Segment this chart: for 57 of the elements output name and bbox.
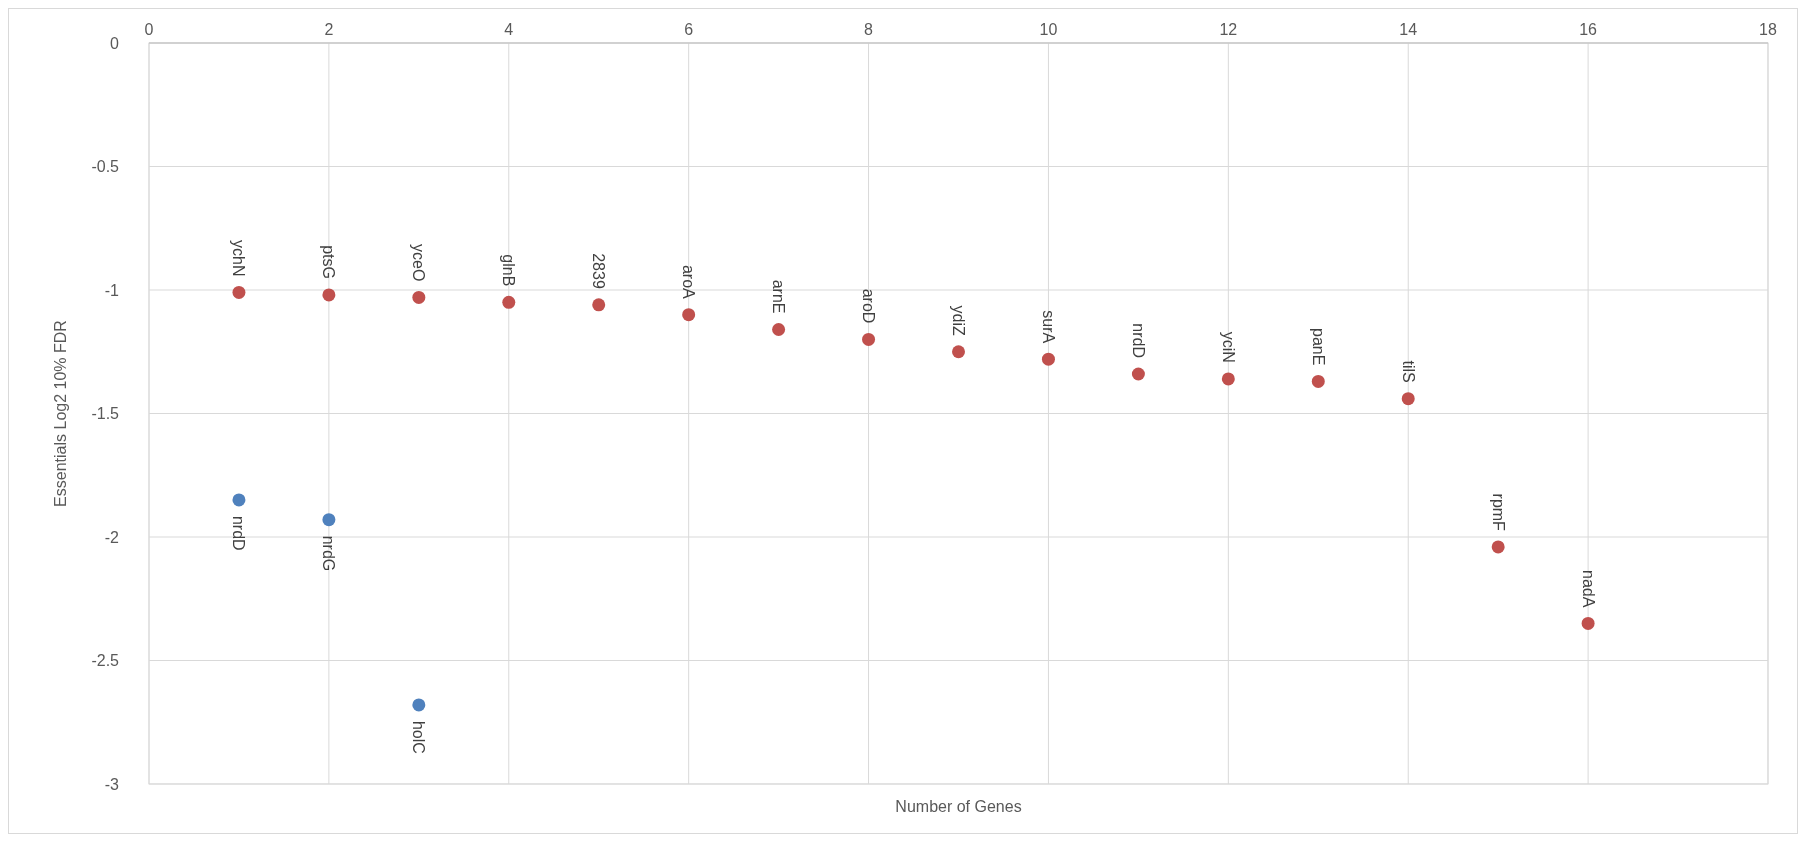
annotation: ychN <box>230 240 248 277</box>
annotation: 2839 <box>590 253 608 289</box>
x-tick-label: 14 <box>1399 21 1418 38</box>
x-tick-label: 10 <box>1039 21 1058 38</box>
point <box>862 332 876 346</box>
x-axis-title: Number of Genes <box>895 798 1022 815</box>
x-tick-label: 18 <box>1759 21 1777 38</box>
annotation: ydiZ <box>949 305 967 336</box>
annotation: aroD <box>859 288 877 324</box>
point <box>232 493 246 507</box>
x-tick-label: 16 <box>1579 21 1598 38</box>
x-tick-label: 2 <box>324 21 334 38</box>
x-tick-label: 12 <box>1219 21 1238 38</box>
point <box>1581 616 1595 630</box>
annotation: holC <box>410 720 428 754</box>
y-tick-label: -3 <box>104 775 120 793</box>
point <box>1311 374 1325 388</box>
point <box>682 308 696 322</box>
x-tick-label: 6 <box>684 21 694 38</box>
annotation: aroA <box>680 264 698 300</box>
x-tick-label: 4 <box>504 21 514 38</box>
x-tick-label: 8 <box>864 21 874 38</box>
y-tick-label: -1 <box>104 281 120 299</box>
point <box>592 298 606 312</box>
point <box>322 513 336 527</box>
point <box>1221 372 1235 386</box>
annotation: rpmF <box>1489 493 1507 532</box>
point <box>1491 540 1505 554</box>
x-tick-label: 0 <box>144 21 154 38</box>
annotation: panE <box>1309 328 1327 366</box>
point <box>412 290 426 304</box>
y-tick-label: 0 <box>110 34 120 52</box>
y-tick-label: -1.5 <box>91 405 120 423</box>
point <box>232 285 246 299</box>
point <box>1401 392 1415 406</box>
annotation: surA <box>1039 310 1057 344</box>
annotation: arnE <box>770 279 788 314</box>
y-tick-label: -2 <box>104 528 120 546</box>
point <box>322 288 336 302</box>
annotation: nrdG <box>320 535 338 572</box>
annotation: nadA <box>1579 570 1597 608</box>
annotation: nrdD <box>230 515 248 551</box>
annotation: glnB <box>500 254 518 287</box>
point <box>1041 352 1055 366</box>
y-tick-label: -2.5 <box>91 652 120 670</box>
annotation: yceO <box>410 244 428 282</box>
annotation: nrdD <box>1129 323 1147 358</box>
annotation: tilS <box>1399 360 1417 383</box>
point <box>952 345 965 359</box>
point <box>772 323 786 337</box>
annotation: ptsG <box>320 245 338 279</box>
point <box>1131 367 1145 381</box>
point <box>502 295 516 309</box>
annotation: yciN <box>1219 331 1237 363</box>
y-tick-label: -0.5 <box>91 158 120 176</box>
y-axis-title: Essentials Log2 10% FDR <box>52 320 69 507</box>
point <box>412 698 426 712</box>
